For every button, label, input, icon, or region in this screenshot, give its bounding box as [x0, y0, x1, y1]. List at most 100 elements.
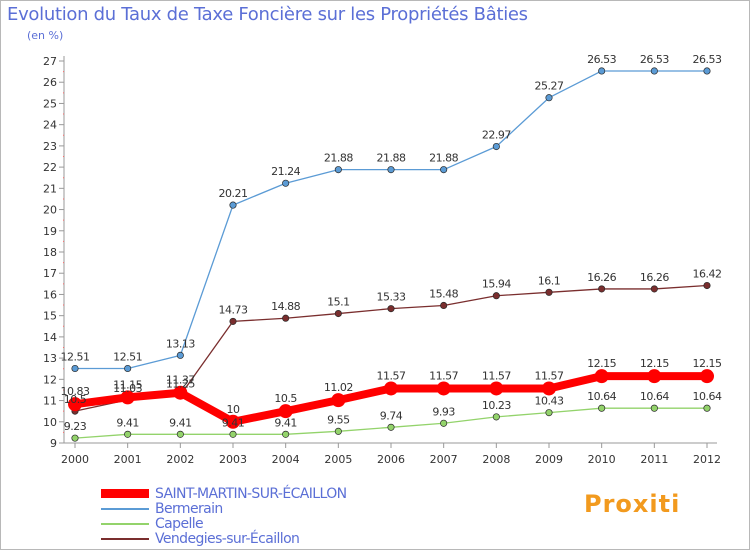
y-tick-label: 11	[43, 395, 57, 408]
data-point	[545, 409, 553, 417]
data-label: 14.88	[271, 300, 300, 313]
data-label: 9.41	[116, 416, 139, 429]
data-point	[331, 393, 346, 408]
data-label: 10.64	[587, 390, 616, 403]
legend-swatch	[101, 508, 149, 510]
data-point	[489, 381, 504, 396]
data-label: 9.41	[222, 416, 245, 429]
data-point	[703, 404, 711, 412]
data-label: 12.51	[61, 351, 90, 364]
data-point	[545, 94, 553, 102]
x-tick-label: 2004	[272, 453, 300, 466]
data-point	[542, 381, 556, 396]
y-tick-label: 12	[43, 373, 57, 386]
y-tick-label: 14	[43, 331, 57, 344]
data-label: 12.15	[693, 357, 722, 370]
y-tick-label: 21	[43, 182, 57, 195]
data-label: 26.53	[693, 53, 722, 66]
legend-item: SAINT-MARTIN-SUR-ÉCAILLON	[101, 487, 421, 502]
data-point	[176, 430, 184, 438]
data-label: 9.55	[327, 413, 350, 426]
data-point	[492, 292, 500, 300]
legend-item: Bermerain	[101, 502, 421, 517]
data-point	[594, 369, 609, 384]
y-tick-label: 23	[43, 140, 57, 153]
data-point	[440, 419, 448, 427]
y-tick-label: 9	[50, 437, 57, 450]
data-point	[598, 67, 606, 75]
y-tick-label: 17	[43, 267, 57, 280]
legend-label: Vendegies-sur-Écaillon	[155, 531, 300, 547]
y-tick-label: 16	[43, 288, 57, 301]
data-point	[440, 301, 448, 310]
data-point	[598, 404, 606, 412]
data-point	[384, 381, 398, 396]
data-label: 15.94	[482, 278, 511, 291]
data-label: 11.57	[377, 369, 406, 382]
data-point	[598, 285, 606, 293]
data-point	[703, 67, 711, 75]
data-point	[176, 351, 184, 359]
data-point	[647, 369, 662, 384]
data-point	[282, 430, 290, 438]
data-point	[68, 397, 82, 412]
data-point	[71, 364, 79, 373]
x-tick-label: 2007	[430, 453, 458, 466]
chart-title: Evolution du Taux de Taxe Foncière sur l…	[7, 4, 528, 25]
x-tick-label: 2001	[114, 453, 142, 466]
data-point	[124, 430, 132, 438]
data-label: 11.02	[324, 381, 353, 394]
data-label: 21.88	[429, 152, 458, 165]
data-point	[124, 364, 132, 373]
y-tick-label: 13	[43, 352, 57, 365]
data-label: 26.53	[587, 53, 616, 66]
y-tick-label: 20	[43, 204, 57, 217]
legend-item: Capelle	[101, 517, 421, 532]
data-label: 9.41	[274, 416, 297, 429]
data-label: 11.57	[482, 369, 511, 382]
y-tick-label: 19	[43, 225, 57, 238]
y-tick-label: 24	[43, 119, 57, 132]
x-tick-label: 2005	[324, 453, 352, 466]
data-label: 11.57	[535, 369, 564, 382]
data-point	[703, 281, 711, 290]
chart-legend: SAINT-MARTIN-SUR-ÉCAILLON Bermerain Capell…	[101, 487, 421, 547]
data-label: 16.1	[538, 274, 561, 287]
y-unit-label: (en %)	[27, 29, 64, 42]
data-point	[226, 414, 240, 429]
data-label: 10.5	[274, 392, 297, 405]
data-label: 16.42	[693, 268, 722, 281]
y-tick-label: 18	[43, 246, 57, 259]
data-label: 15.1	[327, 296, 350, 309]
x-tick-label: 2009	[535, 453, 563, 466]
data-point	[278, 404, 293, 419]
data-point	[700, 369, 714, 384]
data-label: 10.43	[535, 395, 564, 408]
legend-item: Vendegies-sur-Écaillon	[101, 532, 421, 547]
x-tick-label: 2011	[640, 453, 668, 466]
y-tick-label: 10	[43, 416, 57, 429]
x-tick-label: 2002	[166, 453, 194, 466]
x-tick-label: 2006	[377, 453, 405, 466]
data-label: 21.24	[271, 165, 300, 178]
data-label: 12.15	[640, 357, 669, 370]
x-tick-label: 2012	[693, 453, 721, 466]
data-label: 16.26	[640, 271, 669, 284]
data-label: 25.27	[535, 80, 564, 93]
data-label: 10	[227, 403, 240, 416]
data-point	[334, 309, 342, 318]
data-point	[650, 404, 658, 412]
series-line	[74, 70, 708, 370]
data-label: 13.13	[166, 337, 195, 350]
data-point	[282, 314, 290, 322]
data-label: 11.37	[166, 374, 195, 387]
data-point	[71, 434, 79, 442]
data-point	[229, 317, 237, 325]
data-point	[282, 179, 290, 187]
legend-swatch	[101, 523, 149, 525]
data-label: 21.88	[377, 152, 406, 165]
data-label: 11.57	[429, 369, 458, 382]
x-tick-label: 2003	[219, 453, 247, 466]
